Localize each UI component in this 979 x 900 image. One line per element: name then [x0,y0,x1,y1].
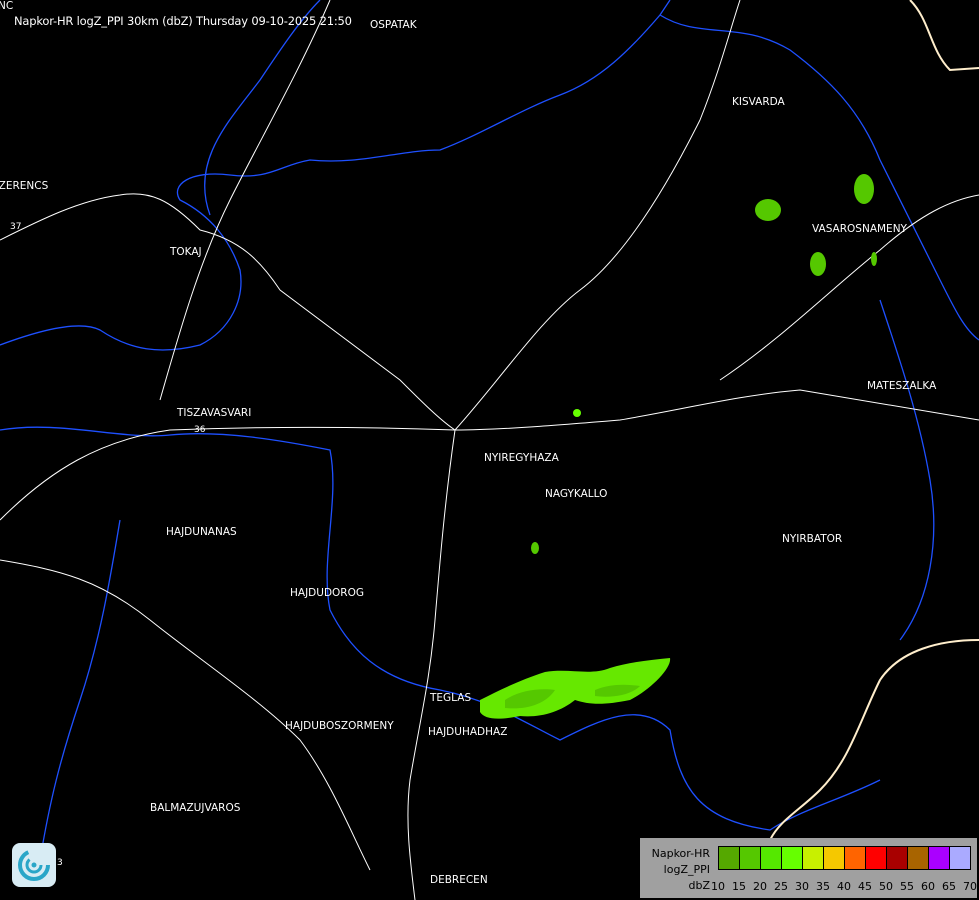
echo-cell [573,409,581,417]
legend-tick-label: 35 [816,880,830,893]
radar-swirl-logo [12,843,56,887]
city-label: KISVARDA [732,96,785,108]
city-label: MATESZALKA [867,380,937,392]
echo-cell-core [505,684,640,709]
road [0,559,371,871]
legend-tick-label: 45 [858,880,872,893]
legend-swatch [719,847,740,869]
echo-cell [531,542,539,554]
legend-product: logZ_PPI [663,863,710,876]
legend-swatch [761,847,782,869]
legend-tick-label: 70 [963,880,977,893]
city-label: NC [0,0,14,12]
city-label: NAGYKALLO [545,488,608,500]
echo-cell [480,658,671,719]
road [159,0,331,401]
river-bodrog [204,0,321,216]
rivers [0,0,979,861]
echo-cell [755,199,781,221]
river-canal [0,426,881,831]
city-label: VASAROSNAMENY [812,223,907,235]
legend-source: Napkor-HR [651,847,710,860]
legend-swatch [887,847,908,869]
city-label: TISZAVASVARI [177,407,252,419]
legend-tick-label: 30 [795,880,809,893]
legend-color-bar [718,846,971,870]
legend-swatch [866,847,887,869]
legend-unit: dbZ [688,879,710,892]
legend-swatch [782,847,803,869]
echo-cell [854,174,874,204]
legend-swatch [740,847,761,869]
road [454,389,979,431]
legend-tick-label: 10 [711,880,725,893]
legend-swatch [950,847,970,869]
river-tisza [0,0,671,351]
city-label: OSPATAK [370,19,417,31]
legend-ticks: 10 15 20 25 30 35 40 45 50 55 60 65 70 [710,880,979,894]
legend-tick-label: 50 [879,880,893,893]
city-label: SZERENCS [0,180,49,192]
legend-swatch [929,847,950,869]
legend-tick-label: 65 [942,880,956,893]
city-label: NYIREGYHAZA [484,452,559,464]
radar-echoes [480,174,877,719]
legend-tick-label: 40 [837,880,851,893]
legend-swatch [908,847,929,869]
city-label: TOKAJ [170,246,202,258]
legend-swatch [803,847,824,869]
road-number: 3 [57,858,63,868]
color-legend: Napkor-HR logZ_PPI dbZ 10 15 20 25 30 35 40 45 5… [640,838,977,898]
city-label: HAJDUHADHAZ [428,726,508,738]
city-label: TEGLAS [430,692,472,704]
road [0,426,456,521]
road-number: 37 [10,222,22,232]
city-label: DEBRECEN [430,874,488,886]
legend-tick-label: 60 [921,880,935,893]
road-number: 36 [194,425,206,435]
river-west [39,519,121,861]
swirl-icon [18,849,50,881]
road [407,429,456,900]
map-title: Napkor-HR logZ_PPI 30km (dbZ) Thursday 0… [14,14,352,28]
legend-tick-label: 20 [753,880,767,893]
city-label: HAJDUBOSZORMENY [285,720,394,732]
legend-tick-label: 15 [732,880,746,893]
road [454,0,741,431]
road [719,194,979,381]
legend-swatch [845,847,866,869]
city-label: HAJDUDOROG [290,587,364,599]
echo-cell [810,252,826,276]
river-tisza-upper [659,14,979,341]
city-label: NYIRBATOR [782,533,843,545]
road [0,193,456,431]
city-label: BALMAZUJVAROS [150,802,241,814]
legend-tick-label: 25 [774,880,788,893]
city-label: HAJDUNANAS [166,526,237,538]
border [769,0,979,841]
legend-tick-label: 55 [900,880,914,893]
legend-swatch [824,847,845,869]
river-east [879,299,935,641]
echo-cell [871,252,877,266]
